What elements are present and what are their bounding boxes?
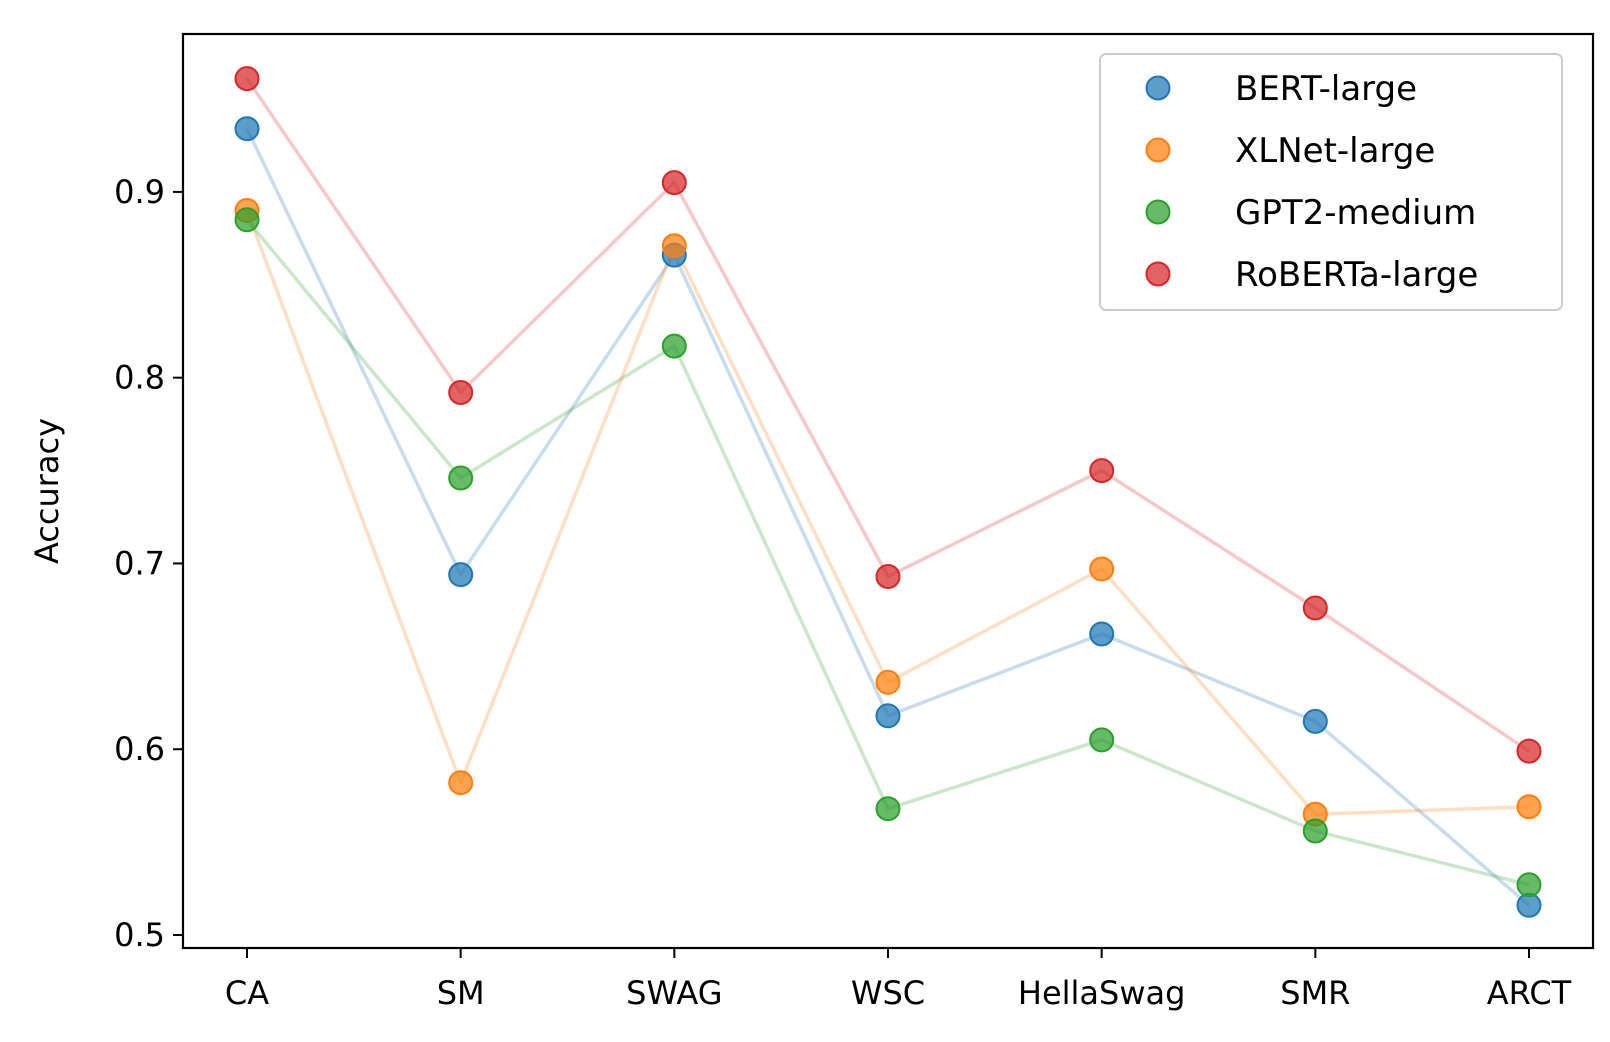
legend-marker-gpt2-medium <box>1145 199 1171 225</box>
point-gpt2-medium-swag <box>661 333 687 359</box>
point-roberta-large-hellaswag <box>1089 458 1115 484</box>
series-line-gpt2-medium <box>245 218 1530 887</box>
legend-marker-xlnet-large <box>1145 137 1171 163</box>
legend-box <box>1099 53 1563 311</box>
point-gpt2-medium-sm <box>448 465 474 491</box>
point-bert-large-hellaswag <box>1089 621 1115 647</box>
point-xlnet-large-swag <box>661 233 687 259</box>
point-gpt2-medium-hellaswag <box>1089 727 1115 753</box>
point-bert-large-wsc <box>875 703 901 729</box>
point-xlnet-large-wsc <box>875 669 901 695</box>
y-tick-label: 0.5 <box>114 916 165 954</box>
point-xlnet-large-arct <box>1516 794 1542 820</box>
point-xlnet-large-sm <box>448 770 474 796</box>
point-gpt2-medium-arct <box>1516 872 1542 898</box>
point-roberta-large-ca <box>234 66 260 92</box>
point-roberta-large-smr <box>1302 595 1328 621</box>
y-axis-label: Accuracy <box>28 418 66 564</box>
x-tick-label: SM <box>437 974 485 1012</box>
x-tick-label: WSC <box>851 974 925 1012</box>
y-tick-label: 0.6 <box>114 730 165 768</box>
point-roberta-large-sm <box>448 380 474 405</box>
legend-label-bert-large: BERT-large <box>1235 69 1417 109</box>
x-tick-label: HellaSwag <box>1018 974 1186 1012</box>
point-xlnet-large-hellaswag <box>1089 556 1115 582</box>
x-tick-label: SWAG <box>626 974 722 1012</box>
legend-label-roberta-large: RoBERTa-large <box>1235 255 1478 295</box>
point-roberta-large-wsc <box>875 564 901 589</box>
point-roberta-large-arct <box>1516 738 1542 764</box>
point-gpt2-medium-smr <box>1302 818 1328 844</box>
legend-marker-bert-large <box>1145 75 1171 101</box>
legend: BERT-large XLNet-large GPT2-medium RoBERTa-… <box>1099 53 1563 311</box>
legend-label-gpt2-medium: GPT2-medium <box>1235 193 1476 233</box>
point-roberta-large-swag <box>661 170 687 196</box>
point-gpt2-medium-ca <box>234 207 260 233</box>
y-tick-label: 0.9 <box>114 173 165 211</box>
legend-marker-roberta-large <box>1145 261 1171 287</box>
x-tick-label: ARCT <box>1487 974 1572 1012</box>
point-bert-large-sm <box>448 562 474 588</box>
x-axis: CA SM SWAG WSC HellaSwag SMR ARCT <box>225 948 1572 1012</box>
y-axis: 0.5 0.6 0.7 0.8 0.9 <box>114 173 183 954</box>
point-bert-large-ca <box>234 116 260 142</box>
x-tick-label: SMR <box>1280 974 1350 1012</box>
y-tick-label: 0.7 <box>114 544 165 582</box>
point-bert-large-smr <box>1302 708 1328 734</box>
point-gpt2-medium-wsc <box>875 796 901 822</box>
x-tick-label: CA <box>225 974 269 1012</box>
legend-label-xlnet-large: XLNet-large <box>1235 131 1435 171</box>
series-markers-layer <box>234 66 1542 918</box>
y-tick-label: 0.8 <box>114 359 165 397</box>
